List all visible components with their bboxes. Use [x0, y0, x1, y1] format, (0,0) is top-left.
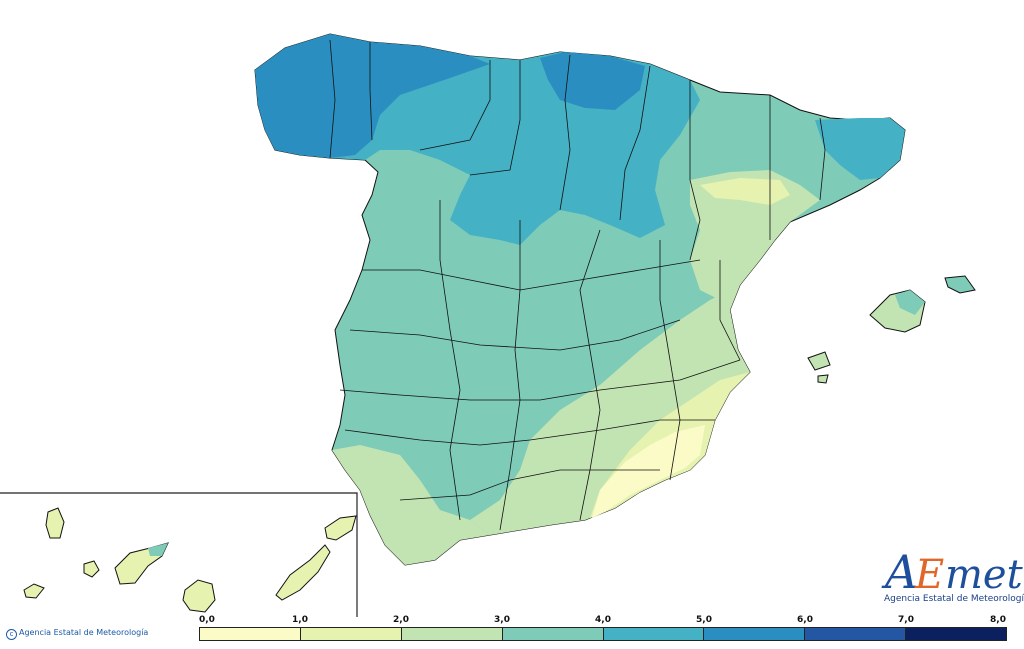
legend-tick-label: 2,0 [393, 615, 409, 625]
logo-wordmark-a: A [881, 545, 918, 599]
mallorca-level4 [895, 290, 925, 315]
color-legend [199, 627, 1007, 641]
copyright-text: Agencia Estatal de Meteorología [19, 628, 149, 637]
legend-swatch [401, 628, 503, 640]
legend-swatch [906, 628, 1006, 640]
legend-tick-label: 8,0 [990, 615, 1006, 625]
legend-swatch [200, 628, 301, 640]
legend-swatch [805, 628, 907, 640]
almeria-level1 [592, 425, 705, 518]
cantabria-level6 [540, 52, 645, 110]
galicia-level6 [255, 34, 490, 158]
logo-subtitle: Agencia Estatal de Meteorología [884, 594, 1024, 604]
tenerife-level4 [148, 543, 168, 556]
legend-ticks: 0,0 1,0 2,0 3,0 4,0 5,0 6,0 7,0 8,0 [0, 615, 1024, 627]
el-hierro [23, 583, 45, 599]
legend-swatch [704, 628, 806, 640]
la-palma [45, 507, 65, 539]
copyright-icon: c [6, 629, 17, 640]
legend-tick-label: 6,0 [797, 615, 813, 625]
ibiza [807, 351, 831, 371]
southwest-level3 [332, 445, 490, 565]
menorca [944, 275, 976, 294]
ebro-level3 [690, 170, 820, 300]
logo-wordmark-e: E [914, 552, 944, 598]
copyright-notice: c Agencia Estatal de Meteorología [6, 628, 148, 640]
ebro-level2 [700, 178, 790, 205]
gran-canaria [182, 579, 216, 613]
legend-swatch [300, 628, 402, 640]
logo-wordmark-met: met [945, 552, 1024, 598]
formentera [817, 374, 829, 384]
lanzarote [324, 515, 357, 541]
legend-swatch [502, 628, 604, 640]
legend-tick-label: 1,0 [292, 615, 308, 625]
aemet-logo: A E met [881, 545, 1024, 599]
catalonia-level5 [815, 118, 905, 180]
legend-swatch [603, 628, 705, 640]
la-gomera [83, 560, 100, 578]
canary-inset-frame [0, 492, 358, 617]
legend-tick-label: 7,0 [898, 615, 914, 625]
canary-islands [23, 507, 357, 613]
fuerteventura [275, 544, 331, 601]
legend-tick-label: 4,0 [595, 615, 611, 625]
legend-tick-label: 3,0 [494, 615, 510, 625]
legend-tick-label: 0,0 [199, 615, 215, 625]
legend-tick-label: 5,0 [696, 615, 712, 625]
province-borders [329, 39, 826, 531]
